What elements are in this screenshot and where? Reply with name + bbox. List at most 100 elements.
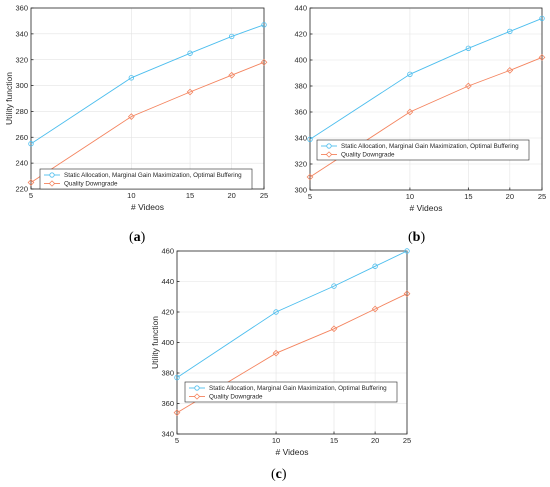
x-axis-label: # Videos bbox=[276, 447, 309, 457]
x-tick-label: 25 bbox=[260, 191, 268, 200]
chart-panel-a: 5 10 15 20 25 220 240 260 280 300 320 340 360 # Video… bbox=[0, 0, 275, 220]
data-point-diamond bbox=[464, 82, 472, 90]
axes-frame bbox=[309, 7, 543, 191]
data-point-diamond bbox=[260, 58, 268, 66]
y-tick-label: 400 bbox=[161, 338, 174, 347]
y-axis-label: Utility function bbox=[150, 316, 160, 369]
y-tick-label: 340 bbox=[161, 430, 174, 439]
y-tick-label: 360 bbox=[161, 399, 174, 408]
y-tick-label: 380 bbox=[161, 369, 174, 378]
plot-area bbox=[310, 8, 542, 190]
x-tick-label: 15 bbox=[330, 436, 338, 445]
y-tick-label: 260 bbox=[15, 133, 28, 142]
chart-a-svg: 5 10 15 20 25 220 240 260 280 300 320 340 360 # Video… bbox=[4, 4, 268, 212]
data-point-diamond bbox=[306, 173, 314, 181]
y-tick-label: 340 bbox=[15, 29, 28, 38]
x-tick-label: 20 bbox=[506, 192, 514, 201]
series-line-2 bbox=[176, 293, 408, 414]
data-point-diamond bbox=[371, 305, 379, 313]
y-axis-label: Utility function bbox=[4, 72, 14, 125]
data-point-circle bbox=[507, 28, 513, 35]
y-tick-label: 460 bbox=[161, 247, 174, 256]
data-point-circle bbox=[128, 75, 135, 81]
legend-marker-circle bbox=[326, 143, 332, 149]
data-point-circle bbox=[28, 141, 34, 147]
chart-panel-b: 5 10 15 20 25 300 320 340 360 380 400 420 440 # Video… bbox=[275, 0, 550, 220]
legend-entry-label: Static Allocation, Marginal Gain Maximiz… bbox=[64, 172, 242, 179]
data-point-circle bbox=[539, 15, 545, 22]
data-point-diamond bbox=[538, 54, 546, 61]
legend-entry-label: Quality Downgrade bbox=[341, 152, 395, 159]
y-tick-label: 420 bbox=[161, 308, 174, 317]
data-point-diamond bbox=[173, 409, 181, 417]
x-tick-label: 10 bbox=[406, 192, 414, 201]
legend-box bbox=[316, 139, 530, 161]
data-point-diamond bbox=[506, 67, 514, 74]
y-tick-label: 280 bbox=[15, 107, 28, 116]
data-point-circle bbox=[228, 33, 235, 40]
data-point-circle bbox=[261, 22, 267, 28]
chart-panel-c: 5 10 15 20 25 340 360 380 400 420 440 460 # Videos Ut… bbox=[140, 240, 420, 460]
legend-entry-label: Static Allocation, Marginal Gain Maximiz… bbox=[209, 385, 387, 392]
y-tick-label: 220 bbox=[15, 185, 28, 194]
legend-marker-diamond bbox=[325, 151, 333, 158]
caption-c: (c) bbox=[271, 467, 287, 482]
x-tick-label: 25 bbox=[538, 192, 546, 201]
caption-a: (a) bbox=[129, 230, 146, 245]
y-tick-label: 420 bbox=[294, 30, 307, 39]
x-axis-label: # Videos bbox=[131, 202, 164, 212]
series-line-1 bbox=[309, 17, 543, 140]
series-line-1 bbox=[30, 24, 265, 145]
data-point-diamond bbox=[186, 88, 194, 96]
x-axis-label: # Videos bbox=[410, 203, 443, 213]
data-point-circle bbox=[187, 50, 193, 56]
data-point-diamond bbox=[127, 113, 135, 120]
data-point-diamond bbox=[272, 349, 280, 357]
x-tick-label: 15 bbox=[464, 192, 472, 201]
data-point-circle bbox=[174, 374, 180, 381]
chart-b-svg: 5 10 15 20 25 300 320 340 360 380 400 420 440 # Video… bbox=[294, 4, 546, 213]
data-point-diamond bbox=[406, 108, 414, 116]
x-tick-label: 20 bbox=[228, 191, 236, 200]
y-tick-label: 380 bbox=[294, 82, 307, 91]
y-tick-label: 440 bbox=[161, 277, 174, 286]
chart-c-svg: 5 10 15 20 25 340 360 380 400 420 440 460 # Videos Ut… bbox=[150, 247, 411, 457]
legend-box bbox=[184, 381, 398, 403]
legend-entry-label: Static Allocation, Marginal Gain Maximiz… bbox=[341, 143, 519, 150]
y-tick-label: 300 bbox=[15, 81, 28, 90]
legend-marker-diamond bbox=[193, 393, 201, 400]
series-line-1 bbox=[176, 250, 408, 378]
y-tick-label: 240 bbox=[15, 159, 28, 168]
x-tick-label: 10 bbox=[272, 436, 280, 445]
legend-marker-circle bbox=[194, 385, 200, 391]
data-point-diamond bbox=[228, 71, 236, 79]
data-point-diamond bbox=[403, 290, 411, 298]
data-point-circle bbox=[407, 71, 413, 77]
x-tick-label: 5 bbox=[308, 192, 312, 201]
data-point-circle bbox=[404, 248, 410, 254]
plot-area bbox=[31, 8, 264, 189]
y-tick-label: 360 bbox=[15, 4, 28, 13]
y-tick-label: 340 bbox=[294, 134, 307, 143]
data-point-circle bbox=[465, 45, 472, 51]
y-tick-label: 320 bbox=[294, 160, 307, 169]
y-tick-label: 400 bbox=[294, 56, 307, 65]
x-tick-label: 10 bbox=[127, 191, 135, 200]
caption-b: (b) bbox=[408, 230, 426, 245]
data-point-circle bbox=[372, 263, 378, 269]
data-point-diamond bbox=[27, 179, 35, 186]
y-tick-label: 320 bbox=[15, 55, 28, 64]
series-line-2 bbox=[309, 56, 543, 178]
data-point-circle bbox=[273, 309, 279, 315]
legend-marker-circle bbox=[49, 172, 55, 178]
x-tick-label: 20 bbox=[371, 436, 379, 445]
y-tick-label: 440 bbox=[294, 4, 307, 13]
data-point-diamond bbox=[330, 325, 338, 333]
legend-entry-label: Quality Downgrade bbox=[64, 181, 118, 188]
x-tick-label: 25 bbox=[403, 436, 411, 445]
y-tick-label: 360 bbox=[294, 108, 307, 117]
data-point-circle bbox=[331, 283, 337, 289]
data-point-circle bbox=[307, 136, 313, 142]
y-tick-label: 300 bbox=[294, 186, 307, 195]
x-tick-label: 5 bbox=[29, 191, 33, 200]
